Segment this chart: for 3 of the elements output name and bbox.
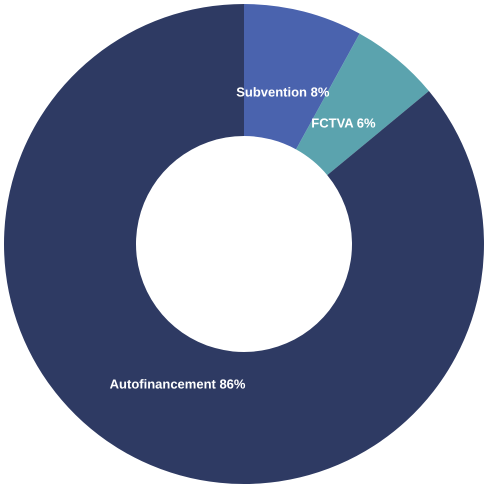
slice-label: Autofinancement 86% xyxy=(110,376,246,392)
slice-label: FCTVA 6% xyxy=(311,115,376,130)
slice-label: Subvention 8% xyxy=(236,84,330,100)
